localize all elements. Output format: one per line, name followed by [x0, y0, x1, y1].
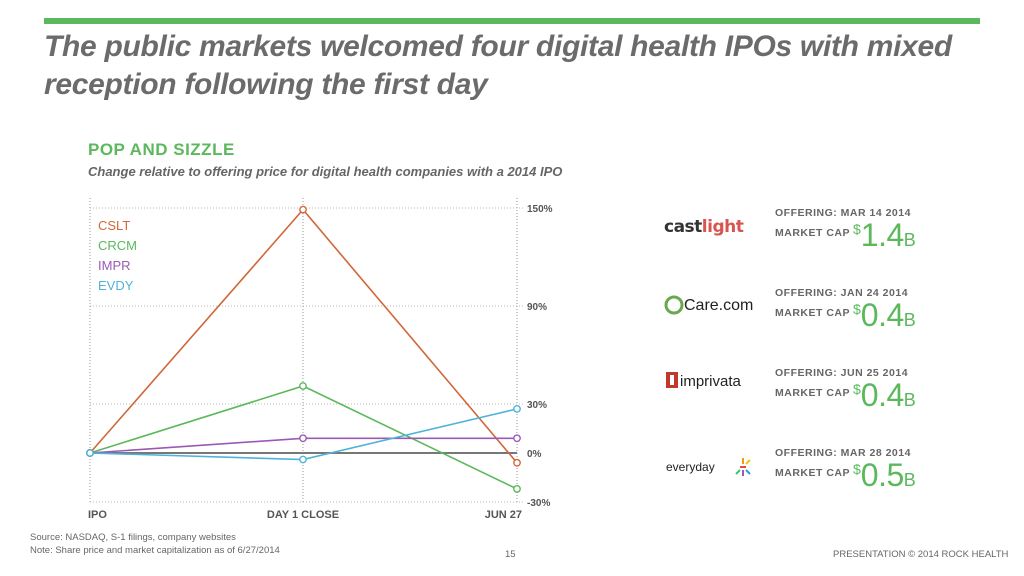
market-cap-label: MARKET CAP [775, 387, 850, 399]
y-tick-label: 150% [527, 204, 553, 215]
carecom-logo: Care.com [664, 287, 764, 327]
svg-text:imprivata: imprivata [680, 373, 742, 390]
carecom-logo-mark: Care.com [664, 295, 753, 315]
data-point-crcm [513, 485, 521, 493]
legend-item-impr: IMPR [98, 258, 131, 273]
data-point-evdy [299, 455, 307, 464]
data-point-crcm [299, 382, 307, 390]
y-tick-label: -30% [527, 498, 550, 509]
y-tick-label: 90% [527, 302, 547, 313]
y-tick-label: 30% [527, 400, 547, 411]
market-cap-value: $0.4B [853, 297, 916, 333]
series-line-evdy [89, 408, 518, 461]
slide-title: The public markets welcomed four digital… [44, 30, 952, 101]
svg-text:Care.com: Care.com [684, 297, 753, 314]
company-panel-carecom: Care.com OFFERING: JAN 24 2014 MARKET CA… [664, 287, 984, 357]
market-cap-label: MARKET CAP [775, 307, 850, 319]
offering-date: OFFERING: MAR 14 2014 [775, 207, 911, 219]
company-panel-everyday: everyday OFFERING: MAR 28 2014 MARKET CA… [664, 447, 984, 517]
offering-date: OFFERING: JUN 25 2014 [775, 367, 909, 379]
market-cap-value: $0.4B [853, 377, 916, 413]
y-tick-label: 0% [527, 449, 542, 460]
imprivata-logo: imprivata [664, 367, 764, 407]
everyday-logo: everyday [664, 447, 764, 487]
x-tick-label: DAY 1 CLOSE [267, 509, 339, 521]
imprivata-logo-mark: imprivata [666, 372, 742, 390]
note-text: Note: Share price and market capitalizat… [30, 545, 280, 556]
everyday-logo-mark: everyday [666, 458, 751, 476]
x-tick-label: JUN 27 [485, 509, 522, 521]
top-accent-bar [44, 18, 980, 24]
page-number: 15 [505, 549, 516, 560]
company-panel-imprivata: imprivata OFFERING: JUN 25 2014 MARKET C… [664, 367, 984, 437]
legend-item-crcm: CRCM [98, 238, 137, 253]
data-point-evdy [513, 404, 521, 413]
x-tick-label: IPO [88, 509, 107, 521]
footer-notes: Source: NASDAQ, S-1 filings, company web… [30, 531, 280, 557]
offering-date: OFFERING: JAN 24 2014 [775, 287, 909, 299]
castlight-logo: castlight [664, 217, 744, 237]
market-cap-value: $1.4B [853, 217, 916, 253]
legend-item-evdy: EVDY [98, 278, 134, 293]
company-panel-castlight: castlight OFFERING: MAR 14 2014 MARKET C… [664, 207, 984, 277]
offering-date: OFFERING: MAR 28 2014 [775, 447, 911, 459]
chart-legend: CSLT CRCM IMPR EVDY [98, 216, 137, 296]
chart-title: POP AND SIZZLE [88, 140, 235, 159]
market-cap-value: $0.5B [853, 457, 916, 493]
market-cap-label: MARKET CAP [775, 227, 850, 239]
legend-item-cslt: CSLT [98, 218, 131, 233]
data-point-cslt [299, 205, 307, 214]
market-cap-label: MARKET CAP [775, 467, 850, 479]
data-point-evdy [86, 449, 94, 457]
footer-brand: PRESENTATION © 2014 ROCK HEALTH [833, 549, 1009, 560]
data-point-cslt [513, 458, 521, 467]
data-point-impr [299, 434, 307, 443]
data-point-impr [513, 434, 521, 443]
chart-subtitle: Change relative to offering price for di… [88, 164, 563, 179]
svg-text:everyday: everyday [666, 460, 715, 474]
source-text: Source: NASDAQ, S-1 filings, company web… [30, 532, 236, 543]
